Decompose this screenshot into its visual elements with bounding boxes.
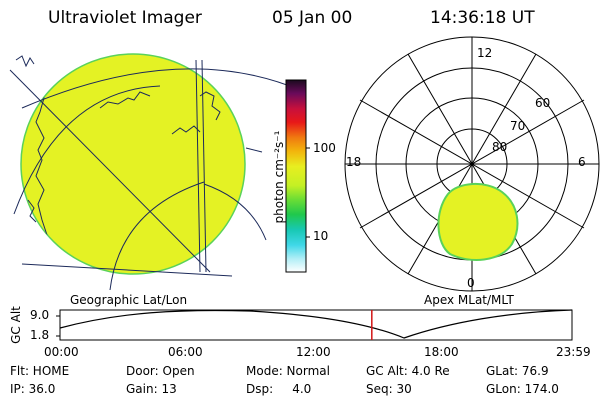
aurora-oval: [437, 183, 519, 261]
app-title: Ultraviolet Imager: [48, 8, 202, 28]
aurora-disk-left: [20, 53, 246, 275]
graticule-line: [203, 183, 267, 241]
right-panel-caption: Apex MLat/MLT: [424, 293, 514, 307]
status-ip: IP: 36.0: [10, 382, 56, 396]
status-glat: GLat: 76.9: [486, 364, 549, 378]
status-glon: GLon: 174.0: [486, 382, 559, 396]
status-mode: Mode: Normal: [246, 364, 330, 378]
status-gain: Gain: 13: [126, 382, 177, 396]
coastline: [99, 91, 151, 109]
graticule-line: [109, 181, 205, 291]
colorbar: [285, 79, 310, 273]
graticule-line: [21, 68, 301, 109]
altitude-plot-frame: [59, 309, 573, 341]
graticule-line: [201, 59, 207, 273]
graticule-line: [21, 263, 233, 277]
altitude-ytick: 1.8: [30, 328, 50, 342]
status-seq: Seq: 30: [366, 382, 412, 396]
altitude-xtick: 12:00: [296, 345, 331, 359]
graticule-line: [9, 69, 211, 273]
mlt-label-18: 18: [346, 155, 362, 169]
altitude-curve: [59, 309, 573, 339]
mlat-label-80: 80: [492, 140, 508, 154]
polar-spoke: [407, 53, 537, 275]
altitude-xtick: 18:00: [424, 345, 459, 359]
colorbar-tick-label: 100: [313, 141, 336, 155]
colorbar-unit-label: photon cm⁻²s⁻¹: [272, 130, 286, 224]
graticule-line: [245, 147, 263, 153]
altitude-xtick: 00:00: [44, 345, 79, 359]
coastline: [171, 125, 201, 135]
altitude-xtick: 06:00: [168, 345, 203, 359]
coastline: [27, 199, 37, 223]
mlat-label-70: 70: [510, 119, 526, 133]
status-door: Door: Open: [126, 364, 195, 378]
mlt-label-0: 0: [467, 276, 475, 290]
colorbar-gradient: [285, 79, 307, 273]
colorbar-tick-label: 10: [313, 229, 329, 243]
left-panel-caption: Geographic Lat/Lon: [70, 293, 188, 307]
graticule-line: [195, 59, 201, 273]
status-flt: Flt: HOME: [10, 364, 70, 378]
status-gc-alt: GC Alt: 4.0 Re: [366, 364, 450, 378]
time-readout: 14:36:18 UT: [430, 8, 535, 28]
altitude-xtick: 23:59: [556, 345, 591, 359]
status-dsp: Dsp: 4.0: [246, 382, 312, 396]
mlt-label-6: 6: [578, 155, 586, 169]
coastline: [199, 91, 221, 121]
mlt-label-12: 12: [477, 46, 493, 60]
date-readout: 05 Jan 00: [272, 8, 353, 28]
coastline: [15, 55, 35, 68]
altitude-ylabel: GC Alt: [9, 306, 23, 344]
geographic-image: [9, 53, 301, 291]
graticule-line: [13, 85, 161, 215]
altitude-plot: [56, 309, 573, 341]
altitude-ytick: 9.0: [30, 308, 50, 322]
mlat-label-60: 60: [535, 96, 551, 110]
polar-plot: [344, 36, 600, 292]
